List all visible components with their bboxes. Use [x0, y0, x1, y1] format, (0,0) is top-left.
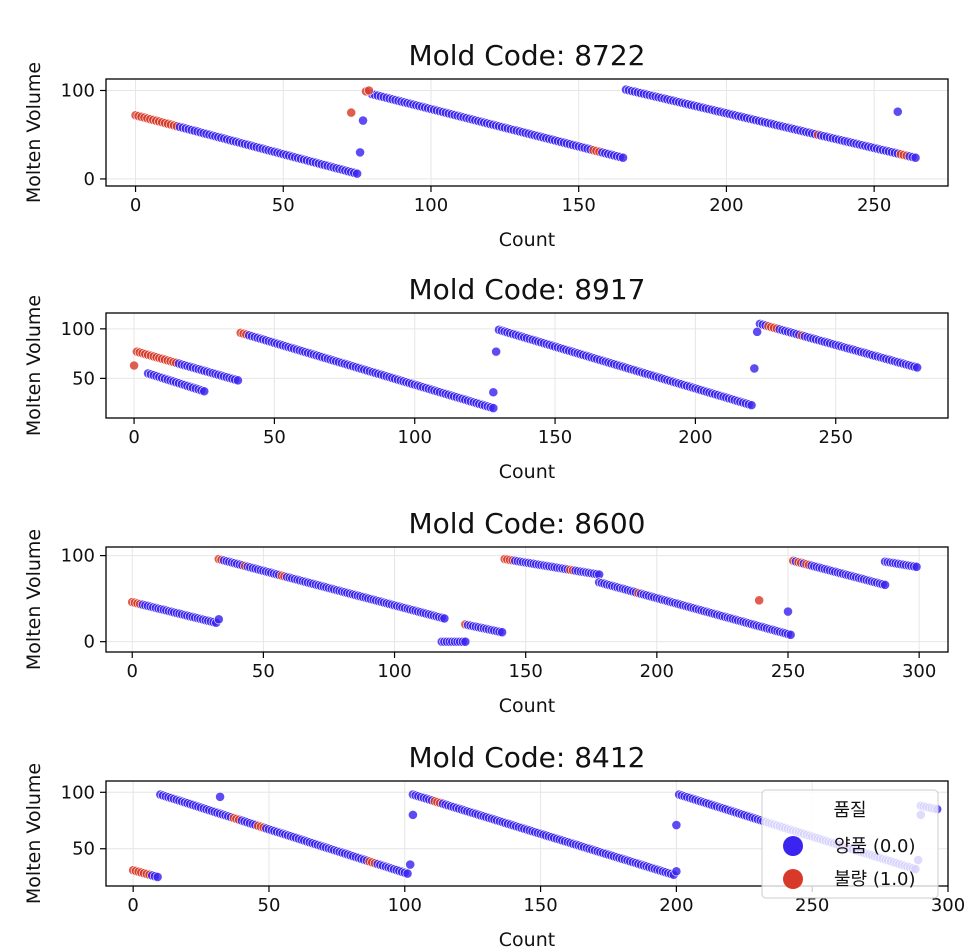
- good-point: [911, 561, 922, 572]
- y-tick-label: 50: [72, 839, 95, 860]
- x-tick-label: 100: [398, 427, 432, 448]
- x-tick-label: 50: [272, 195, 295, 216]
- y-tick-label: 100: [61, 546, 95, 567]
- axes-frame: [105, 780, 949, 887]
- subplot-title: Mold Code: 8917: [408, 273, 645, 306]
- good-point: [199, 386, 210, 397]
- x-tick-label: 150: [523, 895, 557, 916]
- x-tick-label: 300: [931, 895, 965, 916]
- x-tick-label: 0: [127, 661, 138, 682]
- subplot-2: 0 50 100 150 200 250 50 100 Mold Code: 8917 Count…: [23, 273, 949, 483]
- subplot-title: Mold Code: 8412: [408, 741, 645, 774]
- good-point: [497, 627, 507, 638]
- y-axis-label: Molten Volume: [23, 295, 45, 436]
- x-tick-label: 100: [414, 195, 448, 216]
- x-tick-label: 250: [857, 195, 891, 216]
- x-tick-label: 100: [388, 895, 422, 916]
- legend-title: 품질: [833, 800, 866, 821]
- axes-frame: [105, 312, 949, 419]
- x-tick-label: 250: [771, 661, 805, 682]
- y-tick-label: 100: [61, 80, 95, 101]
- x-tick-label: 200: [709, 195, 743, 216]
- x-tick-label: 50: [252, 661, 275, 682]
- x-tick-label: 250: [819, 427, 853, 448]
- x-axis-label: Count: [499, 695, 555, 717]
- x-tick-label: 0: [127, 895, 138, 916]
- x-tick-label: 200: [659, 895, 693, 916]
- good-point: [752, 326, 763, 337]
- good-point: [352, 168, 363, 179]
- good-point: [910, 152, 921, 163]
- x-tick-label: 300: [902, 661, 936, 682]
- good-point: [783, 606, 793, 617]
- x-tick-label: 150: [509, 661, 543, 682]
- good-point: [491, 346, 502, 357]
- subplot-3: 0 50 100 150 200 250 300 0 100 Mold Code: 8600 Cou…: [23, 507, 949, 717]
- x-tick-label: 200: [678, 427, 712, 448]
- good-point: [671, 866, 682, 877]
- axes-frame: [105, 78, 949, 187]
- x-tick-label: 100: [377, 661, 411, 682]
- y-axis-label: Molten Volume: [23, 62, 45, 203]
- defect-point: [346, 107, 357, 118]
- subplot-grid: 0 50 100 150 200 250 0 100 Mold Code: 8722 Count M…: [23, 39, 965, 948]
- defect-point: [129, 360, 139, 371]
- good-point: [488, 387, 499, 398]
- subplot-1: 0 50 100 150 200 250 0 100 Mold Code: 8722 Count M…: [23, 39, 949, 251]
- y-axis-label: Molten Volume: [23, 529, 45, 670]
- legend-label-good: 양품 (0.0): [834, 836, 916, 857]
- good-point: [233, 375, 243, 386]
- axes-frame: [105, 546, 949, 653]
- y-tick-label: 100: [61, 782, 95, 803]
- good-point: [749, 363, 760, 374]
- x-tick-label: 150: [538, 427, 572, 448]
- x-axis-label: Count: [499, 929, 555, 948]
- good-point: [439, 613, 450, 624]
- good-point: [618, 152, 628, 163]
- y-tick-label: 0: [84, 632, 95, 653]
- good-point: [671, 820, 682, 830]
- x-tick-label: 50: [263, 427, 286, 448]
- x-axis-label: Count: [499, 461, 555, 483]
- x-tick-label: 0: [130, 195, 141, 216]
- good-point: [358, 115, 368, 126]
- x-tick-label: 200: [640, 661, 674, 682]
- x-tick-label: 50: [258, 895, 281, 916]
- good-point: [408, 809, 418, 820]
- good-point: [215, 791, 225, 802]
- x-axis-label: Count: [499, 229, 555, 251]
- good-point: [892, 106, 903, 117]
- good-point: [460, 636, 471, 647]
- y-tick-label: 100: [61, 319, 95, 340]
- data-points: [129, 318, 923, 413]
- good-point: [746, 400, 757, 411]
- y-axis-label: Molten Volume: [23, 763, 45, 904]
- legend-box: [761, 789, 939, 899]
- x-tick-label: 250: [795, 895, 829, 916]
- legend-marker-good: [783, 836, 803, 856]
- good-point: [912, 362, 923, 373]
- good-point: [785, 629, 796, 640]
- good-point: [405, 859, 416, 870]
- legend-marker-defect: [783, 869, 803, 889]
- subplot-title: Mold Code: 8722: [408, 39, 645, 72]
- good-point: [402, 868, 413, 879]
- good-point: [488, 403, 499, 413]
- good-point: [355, 147, 365, 158]
- x-tick-label: 0: [128, 427, 139, 448]
- good-point: [152, 872, 163, 882]
- y-tick-label: 50: [72, 368, 95, 389]
- defect-point: [364, 85, 374, 96]
- legend-label-defect: 불량 (1.0): [834, 869, 916, 890]
- data-points: [130, 84, 921, 179]
- good-point: [880, 579, 890, 590]
- x-tick-label: 150: [562, 195, 596, 216]
- data-points: [127, 554, 922, 647]
- subplot-title: Mold Code: 8600: [408, 507, 645, 540]
- good-point: [213, 614, 224, 625]
- defect-point: [754, 595, 765, 606]
- y-tick-label: 0: [84, 169, 95, 190]
